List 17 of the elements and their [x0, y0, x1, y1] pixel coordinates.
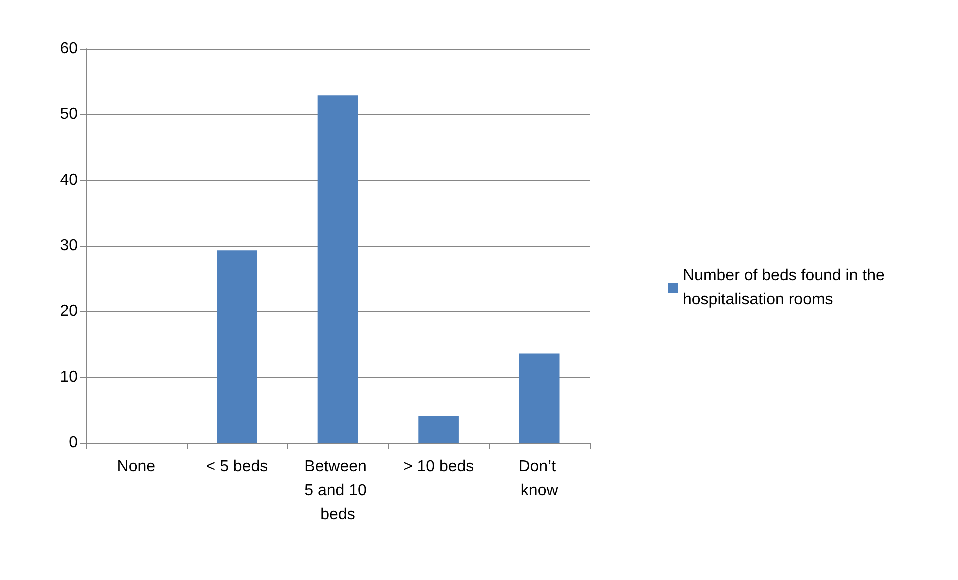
bar	[418, 416, 459, 443]
x-tick-label: None	[117, 458, 156, 476]
y-tick-label: 60	[60, 40, 78, 58]
y-tick-label: 40	[60, 172, 78, 189]
legend-label: Number of beds found in the hospitalisation rooms	[683, 268, 890, 308]
y-tick-label: 10	[60, 368, 78, 386]
bar	[318, 96, 358, 443]
x-tick-label: Don’t know	[518, 458, 560, 500]
x-tick-label: Between 5 and 10 beds	[304, 458, 372, 524]
y-tick-label: 20	[60, 303, 78, 320]
bar	[217, 250, 258, 443]
y-tick-label: 0	[69, 434, 78, 452]
y-tick-label: 50	[60, 106, 78, 124]
bar	[519, 354, 560, 443]
x-tick-label: > 10 beds	[403, 458, 474, 476]
y-tick-label: 30	[60, 238, 78, 254]
x-tick-label: < 5 beds	[206, 458, 268, 476]
